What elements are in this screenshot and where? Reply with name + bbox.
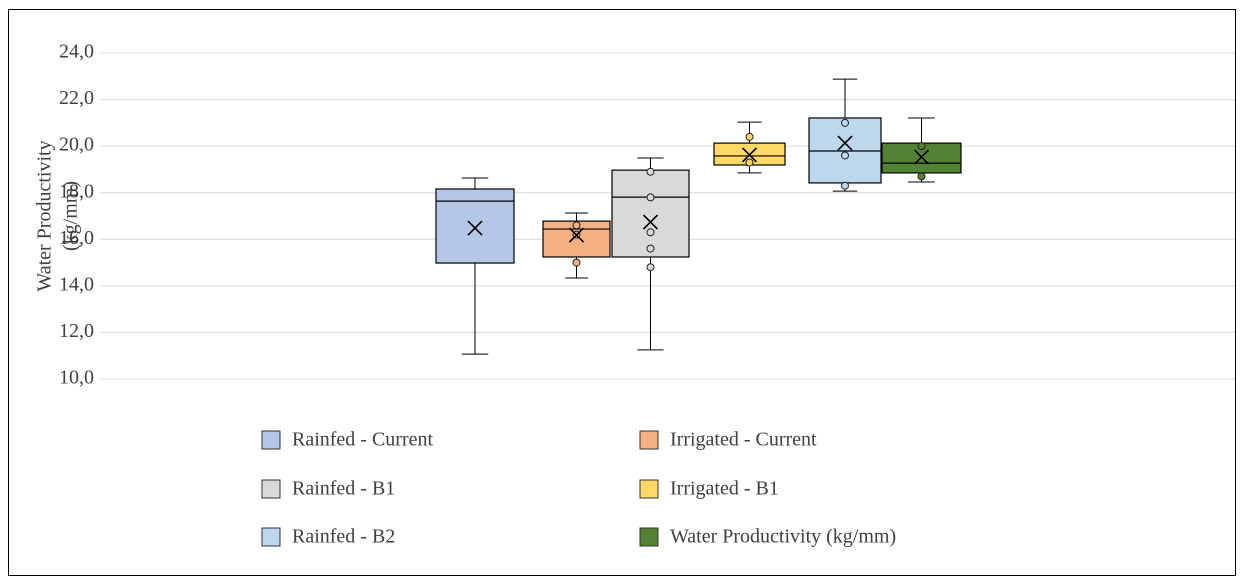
point	[745, 158, 754, 167]
legend-label: Irrigated - Current	[670, 429, 817, 451]
mean-marker	[913, 149, 930, 165]
y-tick-label: 14,0	[59, 273, 94, 295]
y-tick-label: 22,0	[59, 87, 94, 109]
point	[841, 118, 849, 127]
y-tick-label: 10,0	[59, 367, 94, 389]
legend-swatch	[639, 430, 659, 450]
y-tick-label: 16,0	[59, 227, 94, 249]
legend-label: Irrigated - B1	[670, 478, 779, 500]
y-tick-label: 12,0	[59, 320, 94, 342]
legend-swatch	[261, 479, 281, 499]
point	[841, 181, 849, 190]
mean-marker	[568, 227, 585, 243]
mean-marker	[837, 135, 853, 151]
point	[646, 244, 655, 253]
y-axis-label: Water Productivity	[34, 140, 56, 291]
point	[745, 132, 754, 141]
point	[646, 193, 655, 202]
legend-label: Water Productivity (kg/mm)	[670, 526, 896, 548]
legend-label: Rainfed - B1	[292, 478, 395, 500]
legend-label: Rainfed - B2	[292, 526, 395, 548]
y-axis-label: (kg/mm)	[60, 181, 82, 251]
box	[611, 169, 690, 258]
legend-swatch	[261, 430, 281, 450]
y-tick-label: 24,0	[59, 41, 94, 63]
point	[572, 258, 581, 267]
y-tick-label: 20,0	[59, 134, 94, 156]
mean-marker	[467, 220, 483, 236]
mean-marker	[741, 147, 758, 163]
point	[646, 167, 655, 176]
point	[646, 263, 655, 272]
box	[435, 188, 515, 264]
legend-swatch	[639, 479, 659, 499]
mean-marker	[642, 214, 659, 230]
legend-swatch	[639, 527, 659, 547]
legend-label: Rainfed - Current	[292, 429, 434, 451]
point	[841, 151, 849, 160]
chart-border	[8, 9, 1236, 576]
point	[646, 228, 655, 237]
point	[572, 221, 581, 230]
legend-swatch	[261, 527, 281, 547]
y-tick-label: 18,0	[59, 180, 94, 202]
point	[917, 142, 926, 151]
point	[917, 172, 926, 181]
